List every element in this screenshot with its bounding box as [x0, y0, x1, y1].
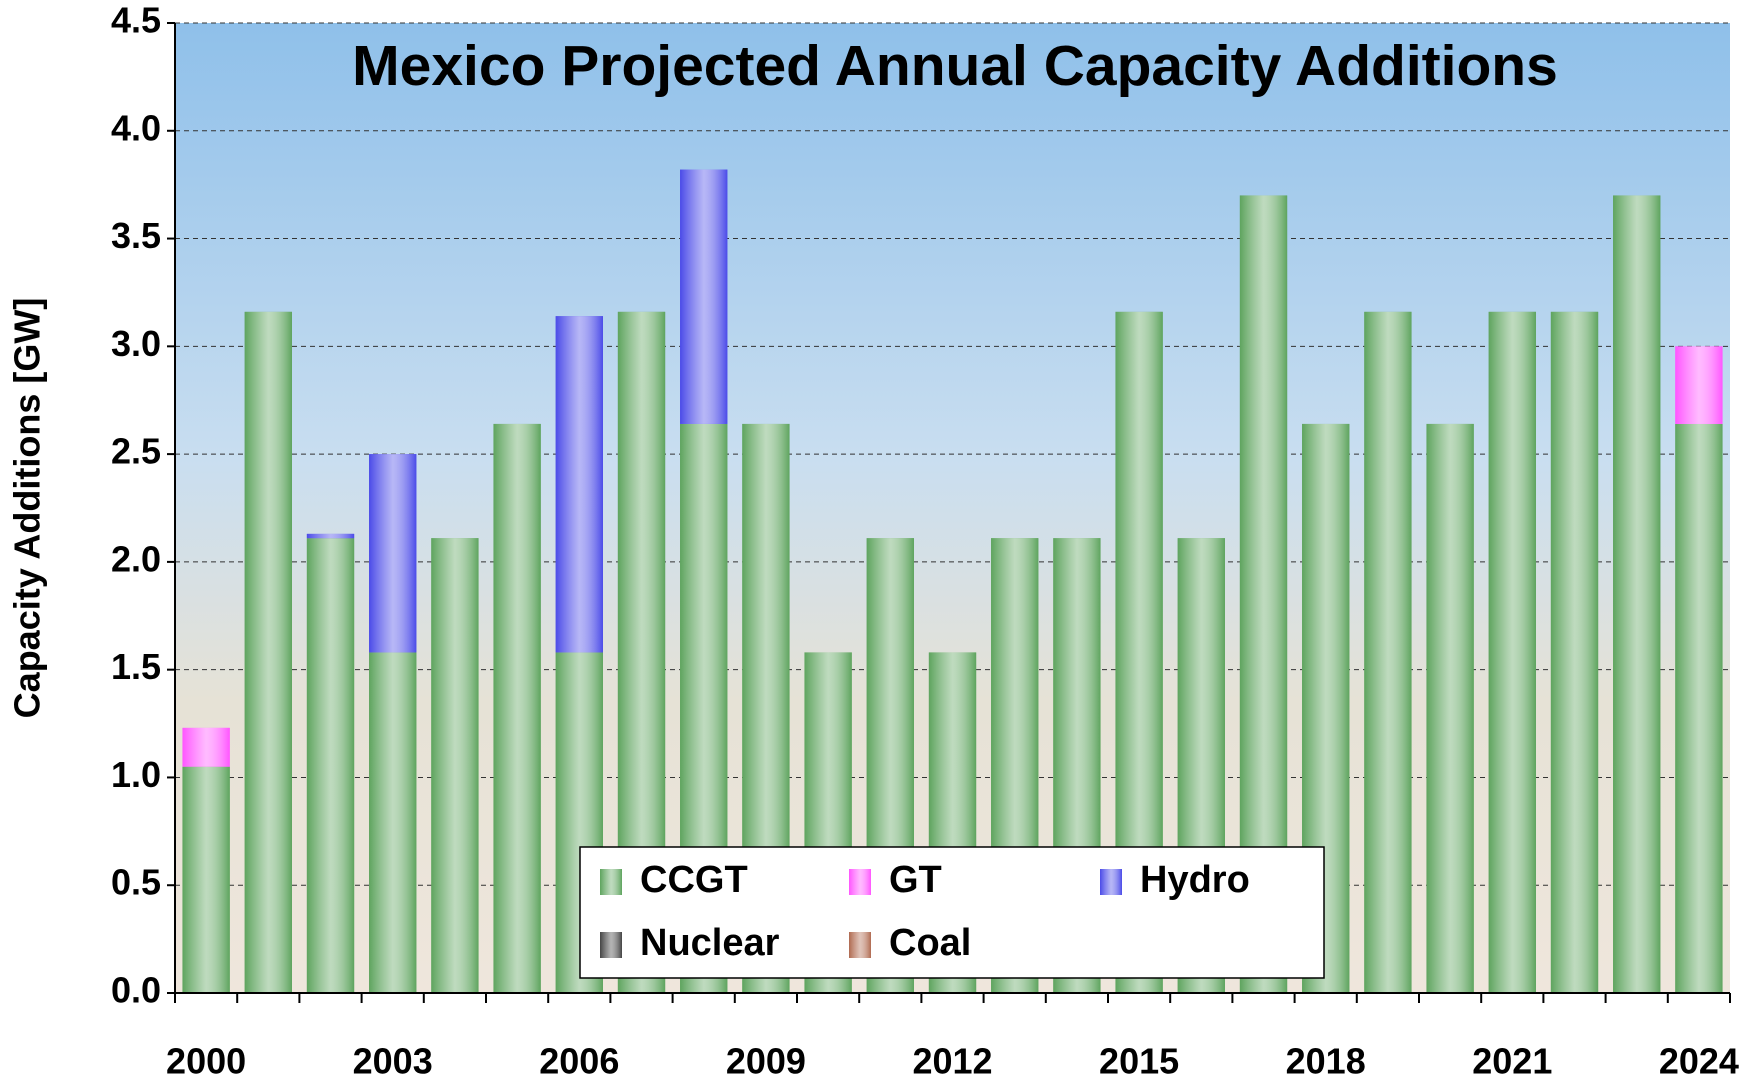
bar-shade	[306, 533, 355, 539]
bar-shade	[1550, 311, 1599, 993]
y-tick-label: 2.0	[111, 538, 161, 579]
legend-label: Coal	[889, 922, 971, 964]
bar-shade	[1675, 346, 1723, 424]
x-tick-label: 2000	[166, 1041, 246, 1082]
y-tick-label: 0.5	[111, 862, 161, 903]
y-tick-label: 3.5	[111, 215, 161, 256]
x-tick-label: 2012	[912, 1041, 992, 1082]
legend-label: GT	[889, 859, 942, 901]
bar-shade	[369, 652, 417, 993]
x-tick-label: 2003	[353, 1041, 433, 1082]
x-tick-label: 2009	[726, 1041, 806, 1082]
legend-swatch-shade	[849, 932, 871, 958]
legend-box	[579, 846, 1325, 979]
legend-swatch-shade	[600, 932, 622, 958]
bar-shade	[182, 727, 230, 767]
bar-shade	[1364, 311, 1412, 993]
bar-shade	[1488, 311, 1536, 993]
bar-shade	[431, 538, 479, 993]
bar-shade	[182, 766, 230, 993]
bar-shade	[1426, 423, 1474, 993]
bar-shade	[306, 538, 355, 993]
legend-swatch-shade	[1100, 869, 1122, 895]
legend: CCGT GT Hydro Nuclear Coal	[600, 859, 1250, 964]
legend-label: Hydro	[1140, 859, 1250, 901]
legend-swatch-shade	[849, 869, 871, 895]
y-tick-label: 3.0	[111, 323, 161, 364]
x-tick-label: 2018	[1286, 1041, 1366, 1082]
x-tick-label: 2021	[1472, 1041, 1552, 1082]
legend-label: CCGT	[640, 859, 748, 901]
bar-shade	[244, 311, 292, 993]
bar-shade	[369, 454, 417, 653]
x-tick-label: 2015	[1099, 1041, 1179, 1082]
bar-shade	[1675, 423, 1723, 993]
bar-shade	[555, 316, 603, 653]
bar-shade	[493, 423, 541, 993]
y-tick-label: 0.0	[111, 970, 161, 1011]
x-tick-label: 2006	[539, 1041, 619, 1082]
y-tick-label: 4.0	[111, 107, 161, 148]
chart-title: Mexico Projected Annual Capacity Additio…	[352, 34, 1558, 98]
bar-shade	[680, 169, 728, 424]
x-tick-label: 2024	[1659, 1041, 1739, 1082]
legend-label: Nuclear	[640, 922, 780, 964]
bar-shade	[1613, 195, 1661, 993]
y-axis-label: Capacity Additions [GW]	[7, 298, 48, 719]
y-tick-label: 2.5	[111, 431, 161, 472]
legend-swatch-shade	[600, 869, 622, 895]
y-tick-label: 1.5	[111, 646, 161, 687]
y-tick-label: 1.0	[111, 754, 161, 795]
y-tick-label: 4.5	[111, 0, 161, 41]
